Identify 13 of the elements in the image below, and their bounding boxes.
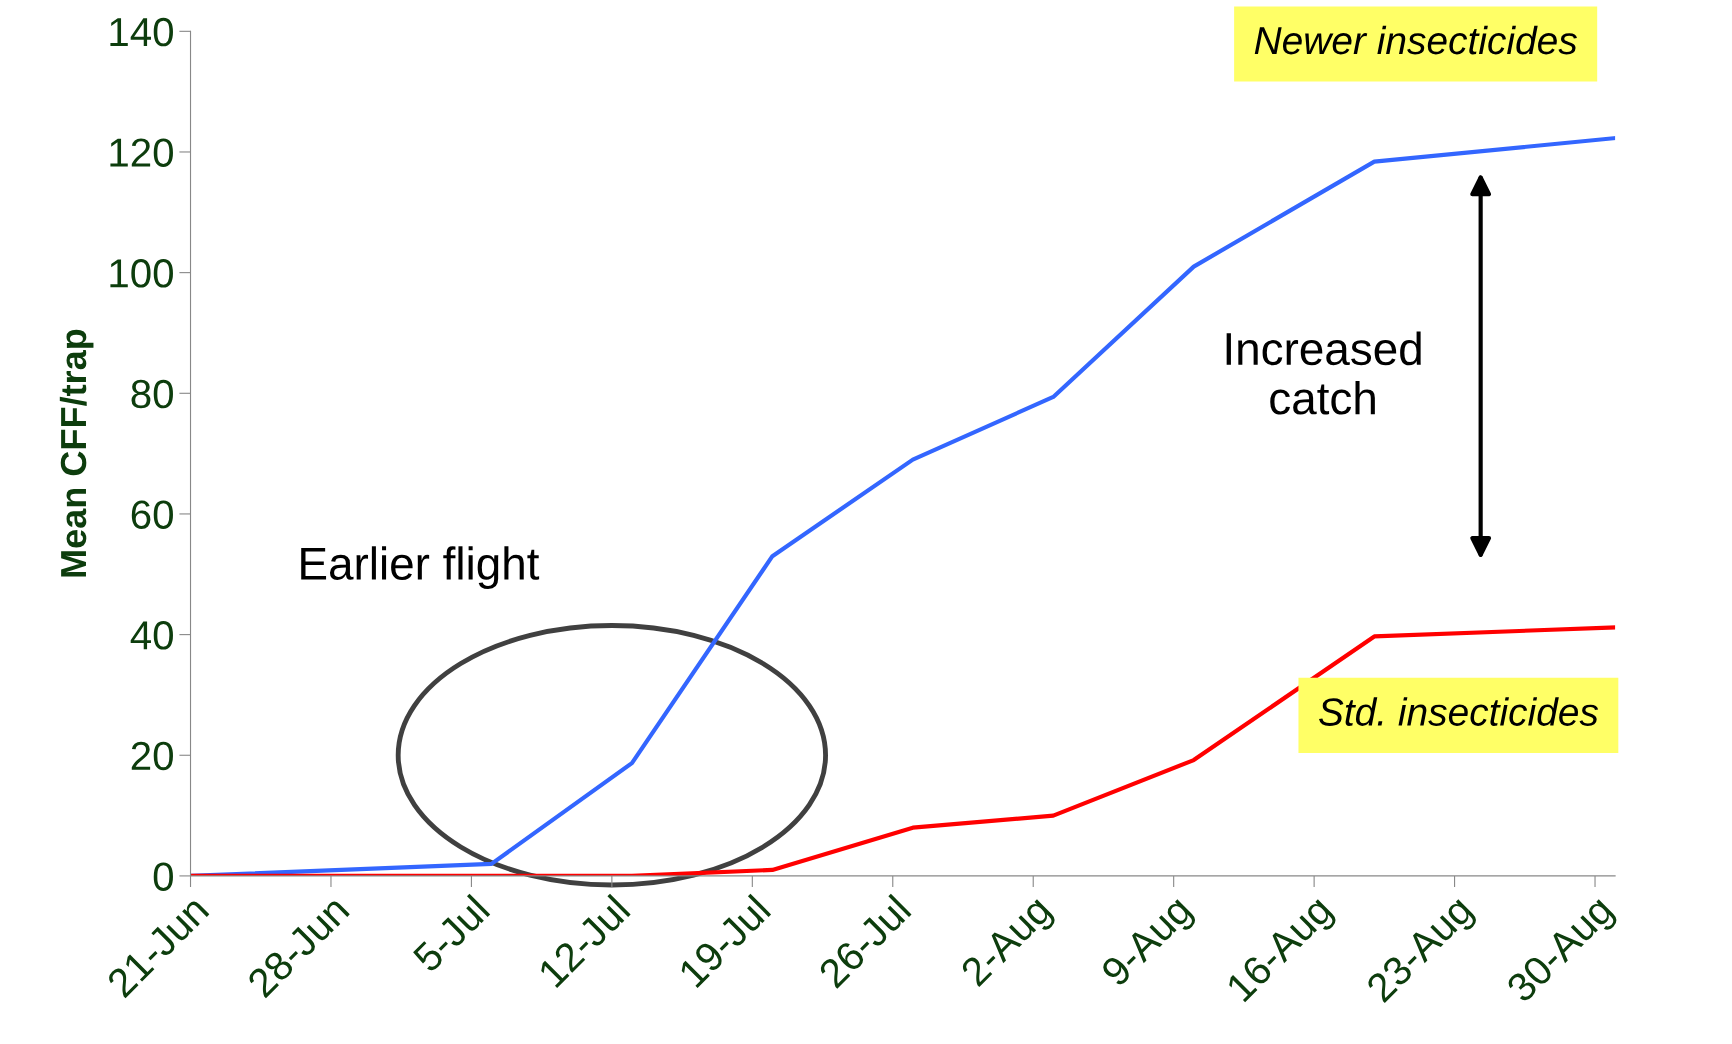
y-tick-label: 20 xyxy=(131,741,173,771)
y-axis-title: Mean CFF/trap xyxy=(59,329,94,577)
annotation: Earlier flight xyxy=(301,546,540,589)
y-tick-label: 120 xyxy=(110,138,173,167)
y-tick-label: 60 xyxy=(131,500,173,529)
y-tick-label: 0 xyxy=(153,862,173,891)
y-tick-label: 80 xyxy=(131,379,173,409)
series-label: Std. insecticides xyxy=(1318,697,1599,726)
y-tick-label: 100 xyxy=(110,259,173,288)
y-tick-label: 40 xyxy=(130,621,173,650)
y-tick-label: 140 xyxy=(110,17,173,47)
annotation: Increased catch xyxy=(1226,331,1421,415)
text: Newer insecticides xyxy=(1254,25,1577,55)
